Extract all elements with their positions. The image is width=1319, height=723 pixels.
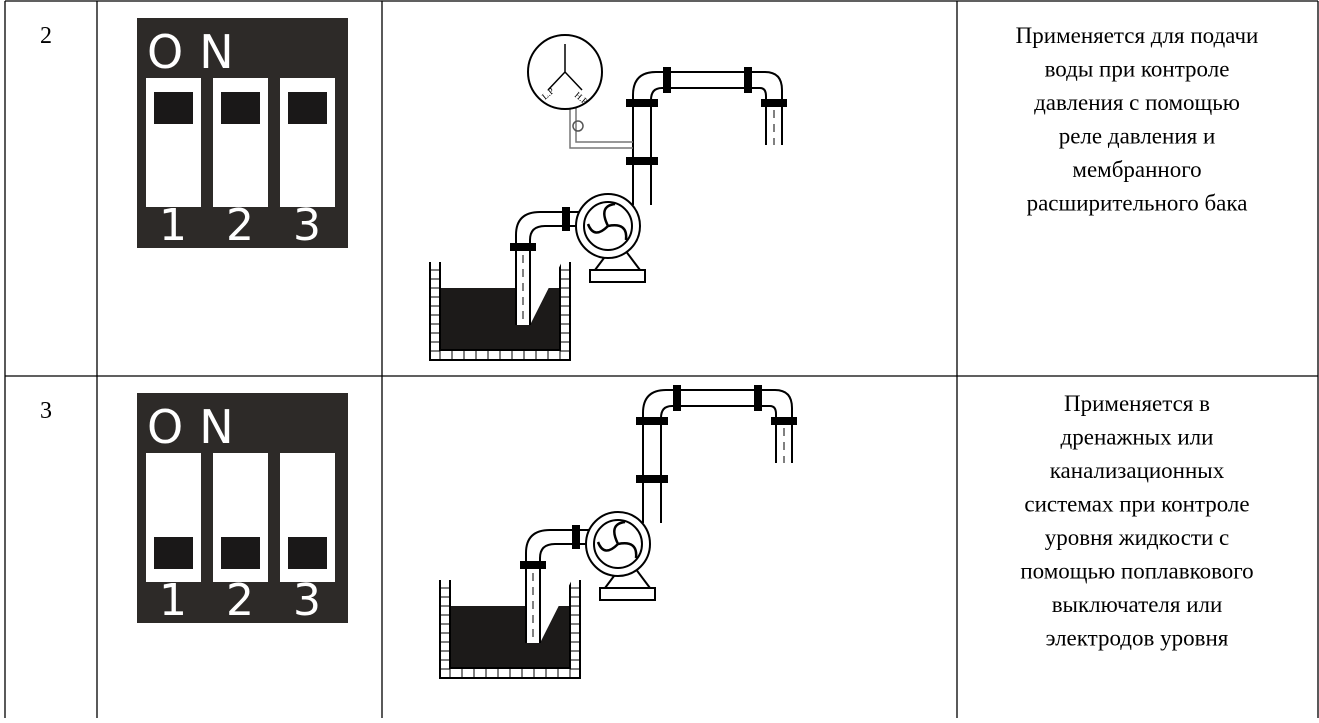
gauge-coil	[572, 120, 584, 132]
description-line: Применяется для подачи	[1016, 23, 1259, 48]
description-line: мембранного	[1072, 157, 1201, 182]
row-number: 2	[40, 23, 52, 49]
gauge-tube	[569, 108, 633, 149]
description-line: расширительного бака	[1027, 191, 1248, 216]
flange	[626, 157, 658, 165]
flange	[663, 67, 671, 93]
description-line: помощью поплавкового	[1020, 559, 1253, 584]
pump-diagram: L.P H.P	[429, 34, 787, 361]
table-borders	[4, 0, 1319, 718]
flange	[626, 99, 658, 107]
description-line: воды при контроле	[1045, 57, 1230, 82]
dip-switch: ON 1 2 3	[137, 18, 348, 251]
description-line: Применяется в	[1064, 391, 1210, 416]
discharge-pipe	[642, 389, 793, 523]
switch-number: 2	[226, 200, 254, 251]
switch-knob	[221, 537, 260, 569]
suction-pipe	[515, 211, 580, 325]
switch-knob	[221, 92, 260, 124]
switch-number: 3	[293, 575, 321, 626]
impeller-blades	[586, 202, 628, 241]
suction-pipe	[525, 529, 590, 643]
switch-knob	[154, 92, 193, 124]
flange	[771, 417, 797, 425]
switch-knob	[154, 537, 193, 569]
switch-knob	[288, 537, 327, 569]
pump-diagram	[439, 385, 797, 679]
switch-on-label: ON	[147, 400, 250, 454]
switch-number: 2	[226, 575, 254, 626]
description-line: давления с помощью	[1034, 90, 1240, 115]
flange	[636, 475, 668, 483]
switch-knob	[288, 92, 327, 124]
description-line: уровня жидкости с	[1045, 525, 1230, 550]
description-line: электродов уровня	[1046, 626, 1229, 651]
description-line: реле давления и	[1059, 124, 1216, 149]
flange	[562, 207, 570, 231]
flange	[673, 385, 681, 411]
description-line: выключателя или	[1052, 592, 1223, 617]
flange	[744, 67, 752, 93]
dip-switch: ON 1 2 3	[137, 393, 348, 626]
flange	[572, 525, 580, 549]
description-line: канализационных	[1050, 458, 1225, 483]
flange	[636, 417, 668, 425]
flange	[754, 385, 762, 411]
switch-number: 3	[293, 200, 321, 251]
description-line: дренажных или	[1061, 425, 1214, 450]
flange	[761, 99, 787, 107]
description-line: системах при контроле	[1024, 492, 1249, 517]
switch-on-label: ON	[147, 25, 250, 79]
impeller-blades	[596, 520, 638, 559]
switch-number: 1	[159, 200, 187, 251]
switch-number: 1	[159, 575, 187, 626]
flange	[510, 243, 536, 251]
flange	[520, 561, 546, 569]
discharge-pipe	[632, 71, 783, 205]
row-number: 3	[40, 398, 52, 424]
gauge-needles	[547, 44, 583, 91]
